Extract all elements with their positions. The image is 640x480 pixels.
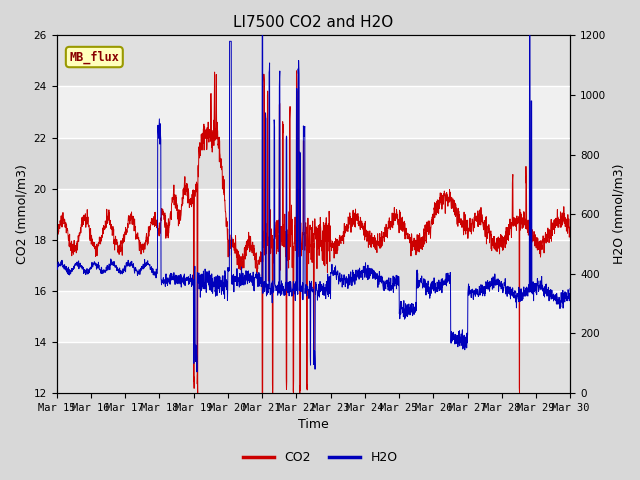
Line: H2O: H2O: [56, 36, 570, 372]
H2O: [340, 282, 348, 288]
Line: CO2: CO2: [56, 71, 570, 393]
CO2: [52, 230, 60, 236]
Bar: [56, 342, 570, 393]
CO2: [194, 390, 202, 396]
H2O: [259, 33, 266, 38]
H2O: [566, 290, 574, 296]
Y-axis label: CO2 (mmol/m3): CO2 (mmol/m3): [15, 164, 28, 264]
CO2: [340, 241, 348, 247]
CO2: [196, 149, 204, 155]
Bar: [56, 189, 570, 240]
CO2: [292, 68, 300, 74]
H2O: [196, 279, 204, 285]
Y-axis label: H2O (mmol/m3): H2O (mmol/m3): [612, 164, 625, 264]
Bar: [56, 240, 570, 291]
Bar: [56, 138, 570, 189]
Bar: [56, 86, 570, 138]
CO2: [522, 222, 529, 228]
CO2: [328, 238, 336, 244]
H2O: [328, 271, 336, 276]
H2O: [536, 285, 543, 291]
H2O: [193, 369, 201, 375]
H2O: [522, 287, 529, 293]
H2O: [463, 330, 471, 336]
CO2: [566, 230, 574, 236]
Bar: [56, 291, 570, 342]
CO2: [536, 251, 543, 257]
Title: LI7500 CO2 and H2O: LI7500 CO2 and H2O: [234, 15, 394, 30]
CO2: [463, 228, 471, 233]
X-axis label: Time: Time: [298, 419, 329, 432]
H2O: [52, 262, 60, 268]
Legend: CO2, H2O: CO2, H2O: [237, 446, 403, 469]
Bar: [56, 36, 570, 86]
Text: MB_flux: MB_flux: [69, 50, 119, 64]
